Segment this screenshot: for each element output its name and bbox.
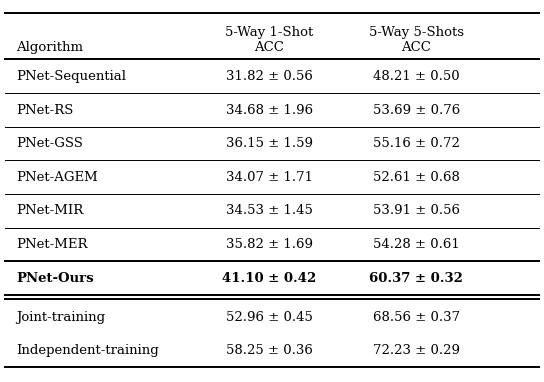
Text: 34.68 ± 1.96: 34.68 ± 1.96: [226, 104, 313, 117]
Text: 34.53 ± 1.45: 34.53 ± 1.45: [226, 204, 313, 217]
Text: 72.23 ± 0.29: 72.23 ± 0.29: [373, 344, 460, 357]
Text: 31.82 ± 0.56: 31.82 ± 0.56: [226, 70, 313, 83]
Text: PNet-MIR: PNet-MIR: [16, 204, 84, 217]
Text: ACC: ACC: [401, 41, 431, 54]
Text: PNet-Sequential: PNet-Sequential: [16, 70, 126, 83]
Text: 68.56 ± 0.37: 68.56 ± 0.37: [373, 311, 460, 324]
Text: Algorithm: Algorithm: [16, 41, 83, 54]
Text: 58.25 ± 0.36: 58.25 ± 0.36: [226, 344, 313, 357]
Text: 53.69 ± 0.76: 53.69 ± 0.76: [373, 104, 460, 117]
Text: 54.28 ± 0.61: 54.28 ± 0.61: [373, 238, 460, 251]
Text: PNet-RS: PNet-RS: [16, 104, 73, 117]
Text: 52.96 ± 0.45: 52.96 ± 0.45: [226, 311, 313, 324]
Text: 35.82 ± 1.69: 35.82 ± 1.69: [226, 238, 313, 251]
Text: 48.21 ± 0.50: 48.21 ± 0.50: [373, 70, 460, 83]
Text: 53.91 ± 0.56: 53.91 ± 0.56: [373, 204, 460, 217]
Text: 60.37 ± 0.32: 60.37 ± 0.32: [369, 272, 463, 285]
Text: PNet-Ours: PNet-Ours: [16, 272, 94, 285]
Text: 55.16 ± 0.72: 55.16 ± 0.72: [373, 137, 460, 150]
Text: ACC: ACC: [255, 41, 284, 54]
Text: Joint-training: Joint-training: [16, 311, 106, 324]
Text: 5-Way 1-Shot: 5-Way 1-Shot: [225, 26, 313, 39]
Text: 34.07 ± 1.71: 34.07 ± 1.71: [226, 171, 313, 184]
Text: 36.15 ± 1.59: 36.15 ± 1.59: [226, 137, 313, 150]
Text: PNet-GSS: PNet-GSS: [16, 137, 83, 150]
Text: PNet-AGEM: PNet-AGEM: [16, 171, 98, 184]
Text: 5-Way 5-Shots: 5-Way 5-Shots: [369, 26, 463, 39]
Text: 52.61 ± 0.68: 52.61 ± 0.68: [373, 171, 460, 184]
Text: PNet-MER: PNet-MER: [16, 238, 88, 251]
Text: 41.10 ± 0.42: 41.10 ± 0.42: [222, 272, 317, 285]
Text: Independent-training: Independent-training: [16, 344, 159, 357]
